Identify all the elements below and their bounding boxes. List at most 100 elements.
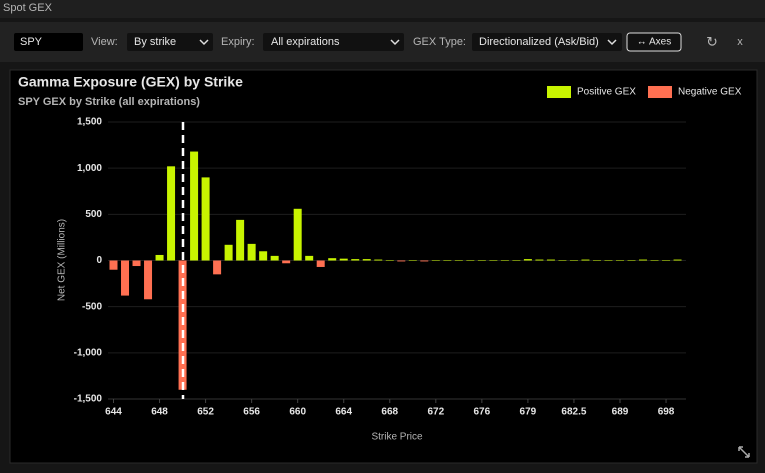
y-tick-label: 1,500 bbox=[77, 117, 102, 128]
bar bbox=[178, 260, 187, 390]
x-tick-label: 656 bbox=[243, 407, 260, 418]
chevron bbox=[199, 39, 209, 46]
legend-swatch bbox=[648, 86, 672, 98]
bar bbox=[535, 259, 544, 261]
x-tick-label: 644 bbox=[105, 407, 122, 418]
view-label: View: bbox=[91, 36, 118, 48]
bar bbox=[374, 259, 383, 261]
bar bbox=[282, 260, 291, 264]
gex-type-value: Directionalized (Ask/Bid) bbox=[479, 36, 599, 48]
x-tick-label: 689 bbox=[612, 407, 629, 418]
window-title: Spot GEX bbox=[3, 2, 53, 14]
bar bbox=[270, 255, 279, 261]
bar bbox=[201, 177, 210, 261]
bar bbox=[650, 260, 659, 261]
bar bbox=[489, 260, 498, 261]
bar bbox=[662, 260, 671, 261]
x-tick-label: 668 bbox=[381, 407, 398, 418]
bar bbox=[627, 260, 636, 261]
close-button[interactable]: x bbox=[737, 36, 743, 48]
bar bbox=[144, 260, 153, 300]
x-tick-label: 660 bbox=[289, 407, 306, 418]
x-tick-label: 698 bbox=[658, 407, 675, 418]
chevron bbox=[607, 39, 617, 46]
bar bbox=[673, 259, 682, 261]
bar bbox=[500, 260, 509, 261]
symbol-text: SPY bbox=[20, 36, 43, 48]
refresh-button[interactable]: ↻ bbox=[706, 34, 718, 50]
chart-subtitle: SPY GEX by Strike (all expirations) bbox=[18, 96, 200, 108]
bar bbox=[236, 219, 245, 261]
gex-type-label: GEX Type: bbox=[413, 36, 466, 48]
bar bbox=[339, 258, 348, 261]
view-select[interactable] bbox=[127, 33, 213, 51]
y-axis-label: Net GEX (Millions) bbox=[57, 219, 68, 301]
x-tick-label: 682.5 bbox=[561, 407, 586, 418]
bar bbox=[639, 259, 648, 261]
y-tick-label: -1,500 bbox=[74, 394, 103, 405]
bar bbox=[155, 254, 164, 261]
bar bbox=[546, 259, 555, 261]
title-bar bbox=[0, 0, 765, 18]
x-tick-label: 676 bbox=[474, 407, 491, 418]
bar bbox=[224, 244, 233, 261]
axes-button-text: ↔ Axes bbox=[637, 37, 671, 48]
x-tick-label: 672 bbox=[427, 407, 444, 418]
expiry-label: Expiry: bbox=[221, 36, 255, 48]
bar bbox=[213, 260, 222, 275]
bar bbox=[362, 259, 371, 261]
bar bbox=[443, 260, 452, 261]
legend-label: Positive GEX bbox=[577, 87, 636, 98]
bar bbox=[523, 259, 532, 261]
bar bbox=[385, 260, 394, 261]
bar bbox=[477, 260, 486, 261]
bar bbox=[512, 260, 521, 261]
gex-type-select[interactable] bbox=[472, 33, 622, 51]
legend-label: Negative GEX bbox=[678, 87, 742, 98]
x-tick-label: 648 bbox=[151, 407, 168, 418]
plot: -1,500 -1,000 -500 0 500 1,000 1,500 644 648 652 6… bbox=[74, 86, 742, 418]
resize-icon[interactable] bbox=[738, 446, 750, 458]
bar bbox=[328, 258, 337, 261]
x-tick-label: 652 bbox=[197, 407, 214, 418]
bar bbox=[167, 166, 176, 261]
bar bbox=[132, 260, 141, 267]
bar bbox=[190, 151, 199, 261]
bar bbox=[397, 260, 406, 262]
bar bbox=[431, 260, 440, 261]
bar bbox=[351, 259, 360, 261]
bar bbox=[121, 260, 130, 296]
bar bbox=[569, 260, 578, 261]
bar bbox=[454, 260, 463, 261]
bar bbox=[604, 260, 613, 261]
expiry-select[interactable] bbox=[263, 33, 404, 51]
bar bbox=[615, 260, 624, 261]
legend-swatch bbox=[547, 86, 571, 98]
bar bbox=[466, 260, 475, 261]
bar bbox=[247, 243, 256, 261]
expiry-value: All expirations bbox=[271, 36, 340, 48]
axes-button[interactable] bbox=[626, 32, 682, 52]
bar bbox=[420, 260, 429, 262]
bar bbox=[558, 260, 567, 261]
bar bbox=[592, 260, 601, 261]
y-tick-label: 500 bbox=[85, 209, 102, 220]
symbol-input[interactable] bbox=[14, 33, 83, 51]
bar bbox=[293, 208, 302, 261]
x-tick-label: 679 bbox=[520, 407, 537, 418]
bar bbox=[259, 251, 268, 261]
x-tick-label: 664 bbox=[335, 407, 352, 418]
bar bbox=[408, 260, 417, 261]
y-tick-label: -1,000 bbox=[74, 347, 103, 358]
bar bbox=[316, 260, 325, 267]
view-value: By strike bbox=[134, 36, 176, 48]
bar bbox=[109, 260, 118, 270]
y-tick-label: 1,000 bbox=[77, 163, 102, 174]
bar bbox=[581, 259, 590, 261]
chart-title: Gamma Exposure (GEX) by Strike bbox=[18, 74, 243, 90]
bar bbox=[305, 255, 314, 261]
chart-panel bbox=[9, 69, 758, 464]
chevron bbox=[390, 39, 400, 46]
y-tick-label: 0 bbox=[96, 255, 102, 266]
